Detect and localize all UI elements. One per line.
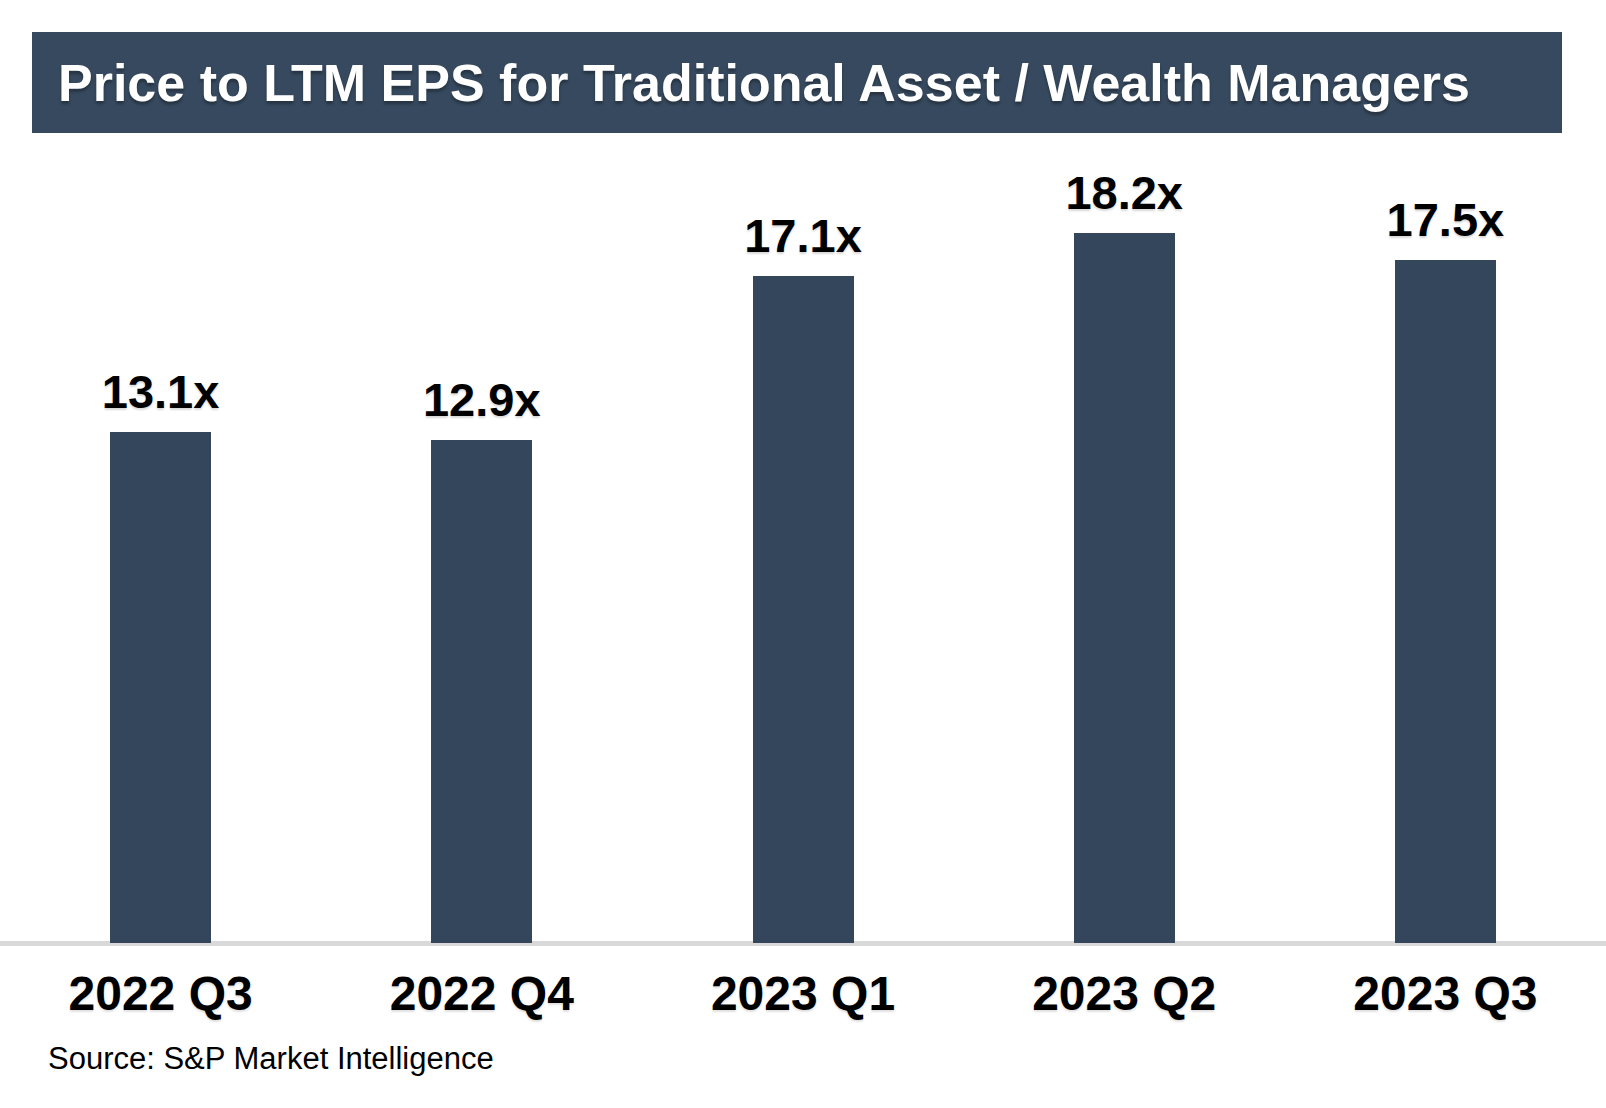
x-axis-label: 2022 Q4 [321,968,642,1021]
bar-column: 13.1x [0,368,321,943]
chart-title: Price to LTM EPS for Traditional Asset /… [58,57,1470,109]
bars-row: 13.1x 12.9x 17.1x 18.2x 17.5x [0,169,1606,943]
bar-column: 18.2x [964,169,1285,943]
x-axis-label: 2023 Q1 [642,968,963,1021]
bar [753,276,854,943]
x-axis-label: 2023 Q2 [964,968,1285,1021]
chart-title-banner: Price to LTM EPS for Traditional Asset /… [32,32,1562,133]
x-axis-label: 2023 Q3 [1285,968,1606,1021]
bar [110,432,211,943]
bar-column: 12.9x [321,376,642,943]
bar-value-label: 17.1x [744,212,862,259]
bar-value-label: 12.9x [423,376,541,423]
bar-value-label: 13.1x [102,368,220,415]
x-axis-label: 2022 Q3 [0,968,321,1021]
bar-value-label: 17.5x [1387,196,1505,243]
bar [1074,233,1175,943]
bar [431,440,532,943]
x-axis-labels-row: 2022 Q32022 Q42023 Q12023 Q22023 Q3 [0,968,1606,1021]
bar [1395,260,1496,943]
bar-column: 17.1x [642,212,963,943]
source-note: Source: S&P Market Intelligence [48,1040,494,1077]
bar-column: 17.5x [1285,196,1606,943]
bar-value-label: 18.2x [1065,169,1183,216]
